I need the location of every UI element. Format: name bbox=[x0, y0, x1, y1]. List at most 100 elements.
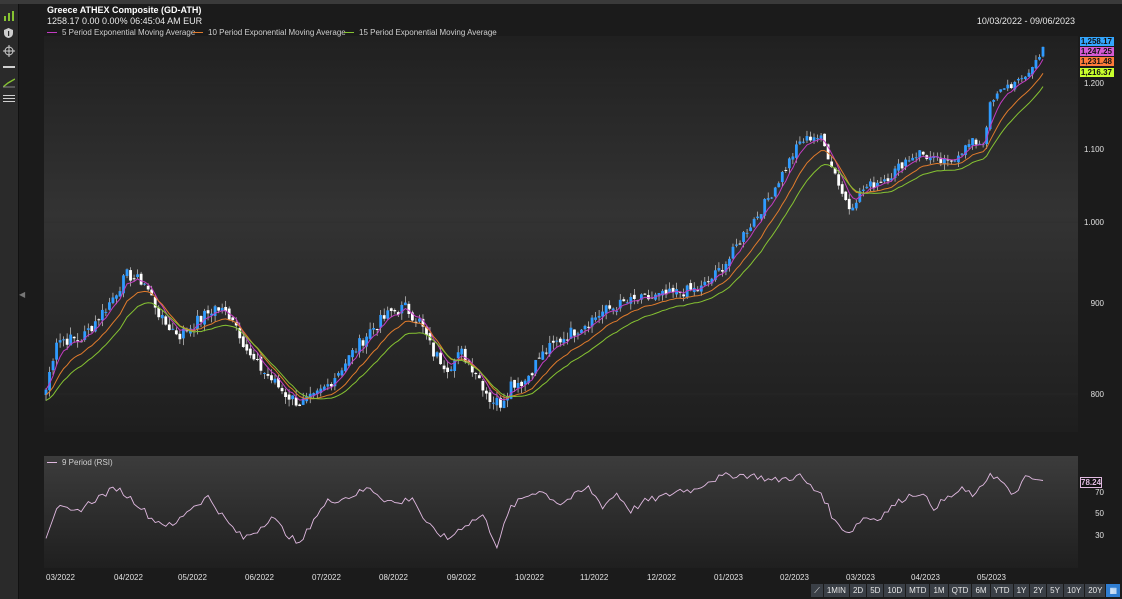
candle-body bbox=[682, 294, 686, 297]
rsi-value-tag: 78.24 bbox=[1080, 477, 1102, 488]
period-button-20y[interactable]: 20Y bbox=[1085, 584, 1106, 597]
candle-body bbox=[798, 141, 802, 144]
candle-body bbox=[756, 216, 760, 219]
candle-body bbox=[51, 360, 55, 371]
top-bar bbox=[0, 0, 1122, 4]
candle-body bbox=[347, 355, 351, 366]
crosshair-icon[interactable] bbox=[1, 44, 16, 58]
chart-title: Greece ATHEX Composite (GD-ATH) bbox=[47, 5, 202, 15]
candle-body bbox=[425, 326, 428, 336]
candle-body bbox=[971, 138, 974, 146]
period-button-2y[interactable]: 2Y bbox=[1030, 584, 1047, 597]
x-tick-label: 12/2022 bbox=[647, 573, 676, 582]
candle-body bbox=[622, 299, 626, 302]
candle-body bbox=[763, 199, 767, 216]
candle-body bbox=[742, 232, 745, 242]
candle-body bbox=[181, 328, 185, 339]
candle-body bbox=[178, 333, 182, 340]
candle-body bbox=[999, 89, 1003, 92]
candle-body bbox=[65, 338, 69, 345]
period-button-ytd[interactable]: YTD bbox=[990, 584, 1013, 597]
candle-body bbox=[992, 100, 996, 102]
candle-body bbox=[266, 373, 270, 376]
candle-body bbox=[618, 299, 622, 309]
candle-body bbox=[1016, 78, 1020, 81]
line-tool-icon[interactable] bbox=[1, 60, 16, 74]
period-button-mtd[interactable]: MTD bbox=[906, 584, 930, 597]
candle-body bbox=[234, 321, 238, 326]
candle-body bbox=[365, 336, 368, 347]
candle-body bbox=[62, 339, 66, 341]
period-button-10y[interactable]: 10Y bbox=[1063, 584, 1085, 597]
candle-body bbox=[837, 174, 841, 186]
candle-body bbox=[453, 359, 457, 372]
period-button-1min[interactable]: 1MIN bbox=[823, 584, 849, 597]
candle-body bbox=[1038, 57, 1041, 60]
candle-body bbox=[964, 145, 967, 156]
candle-body bbox=[904, 159, 908, 167]
candle-body bbox=[752, 218, 756, 227]
calendar-icon[interactable]: ▦ bbox=[1106, 584, 1120, 597]
candle-body bbox=[241, 336, 245, 347]
y-tick-label: 1.100 bbox=[1083, 145, 1104, 154]
y-tick-label: 1.200 bbox=[1083, 79, 1104, 88]
candle-body bbox=[220, 307, 224, 311]
table-icon[interactable] bbox=[1, 92, 16, 106]
shield-icon[interactable] bbox=[1, 26, 16, 40]
candle-body bbox=[735, 244, 738, 246]
candle-body bbox=[382, 315, 386, 319]
rsi-line bbox=[45, 472, 1044, 550]
candle-body bbox=[583, 325, 587, 330]
period-button-qtd[interactable]: QTD bbox=[948, 584, 972, 597]
candle-body bbox=[263, 372, 266, 374]
candle-body bbox=[326, 384, 330, 387]
candle-body bbox=[255, 358, 259, 360]
period-button-6m[interactable]: 6M bbox=[972, 584, 990, 597]
candle-body bbox=[770, 197, 774, 199]
period-button-10d[interactable]: 10D bbox=[884, 584, 906, 597]
period-button-5d[interactable]: 5D bbox=[867, 584, 884, 597]
collapse-arrow-icon[interactable]: ◀ bbox=[19, 290, 26, 299]
trend-icon[interactable] bbox=[1, 76, 16, 90]
candle-body bbox=[632, 294, 636, 299]
candle-body bbox=[534, 360, 538, 374]
candle-body bbox=[1034, 60, 1038, 69]
candle-body bbox=[386, 310, 390, 319]
candle-body bbox=[344, 363, 347, 372]
draw-tool-icon[interactable]: ⟋ bbox=[811, 584, 823, 597]
candle-body bbox=[329, 384, 333, 387]
candle-body bbox=[389, 308, 393, 311]
candle-body bbox=[136, 274, 139, 277]
period-selector: ⟋ 1MIN 2D 5D 10D MTD 1M QTD 6M YTD 1Y 2Y 5Y 10Y 20Y ▦ bbox=[811, 584, 1120, 597]
ema10-tag: 1,231.48 bbox=[1080, 57, 1114, 66]
bar-chart-icon[interactable] bbox=[1, 8, 16, 22]
candle-body bbox=[270, 375, 273, 381]
candle-body bbox=[643, 293, 647, 295]
candle-body bbox=[379, 314, 383, 328]
candle-body bbox=[812, 137, 816, 141]
candle-body bbox=[206, 310, 210, 314]
x-tick-label: 07/2022 bbox=[312, 573, 341, 582]
candle-body bbox=[460, 348, 464, 355]
candle-body bbox=[337, 373, 340, 376]
candle-body bbox=[608, 305, 612, 309]
candle-body bbox=[844, 191, 848, 200]
candle-body bbox=[562, 338, 566, 343]
candle-body bbox=[625, 302, 629, 304]
candle-body bbox=[354, 351, 358, 353]
candle-body bbox=[784, 169, 788, 171]
candle-body bbox=[477, 375, 481, 379]
legend-ema15: 15 Period Exponential Moving Average bbox=[344, 28, 497, 37]
rsi-legend-swatch bbox=[47, 462, 57, 463]
candle-body bbox=[802, 141, 805, 143]
candle-body bbox=[576, 333, 580, 335]
period-button-5y[interactable]: 5Y bbox=[1047, 584, 1063, 597]
ema10-line bbox=[45, 73, 1044, 400]
candle-body bbox=[787, 158, 791, 169]
period-button-2d[interactable]: 2D bbox=[849, 584, 867, 597]
left-toolbar bbox=[0, 4, 19, 599]
period-button-1y[interactable]: 1Y bbox=[1013, 584, 1030, 597]
period-button-1m[interactable]: 1M bbox=[930, 584, 948, 597]
candle-body bbox=[558, 338, 562, 343]
